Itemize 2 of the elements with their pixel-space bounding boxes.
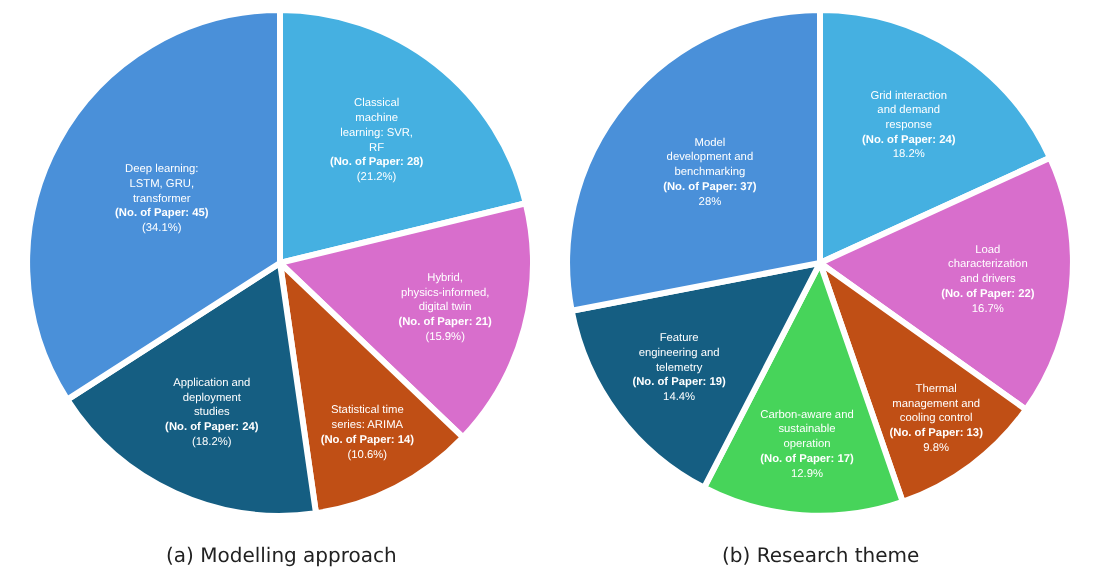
text: (b) Research theme: [722, 546, 920, 568]
text: (a) Modelling approach: [166, 546, 397, 568]
